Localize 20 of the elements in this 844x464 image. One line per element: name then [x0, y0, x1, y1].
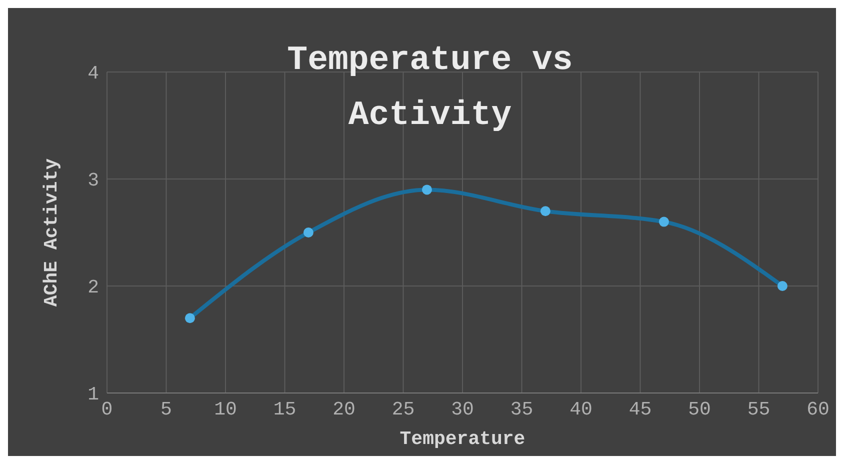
x-tick-label: 60 — [806, 398, 830, 420]
x-tick-label: 50 — [688, 398, 711, 420]
x-tick-label: 35 — [510, 398, 534, 420]
x-tick-label: 55 — [747, 398, 770, 420]
x-tick-label: 30 — [451, 398, 474, 420]
x-tick-label: 5 — [160, 398, 172, 420]
y-tick-label: 2 — [88, 276, 99, 299]
y-tick-label: 3 — [88, 170, 99, 192]
x-axis-title: Temperature — [400, 428, 526, 450]
chart-title: Temperature vs Activity — [286, 41, 574, 137]
x-tick-label: 20 — [332, 398, 356, 420]
y-tick-label: 4 — [88, 62, 99, 85]
x-tick-label: 40 — [570, 398, 592, 420]
x-tick-label: 45 — [628, 398, 652, 420]
x-tick-label: 0 — [101, 398, 113, 420]
x-tick-label: 10 — [214, 398, 237, 420]
x-tick-label: 25 — [392, 398, 415, 420]
y-axis-title: AChE Activity — [40, 158, 63, 307]
y-tick-label: 1 — [88, 384, 99, 406]
x-tick-label: 15 — [273, 398, 296, 420]
